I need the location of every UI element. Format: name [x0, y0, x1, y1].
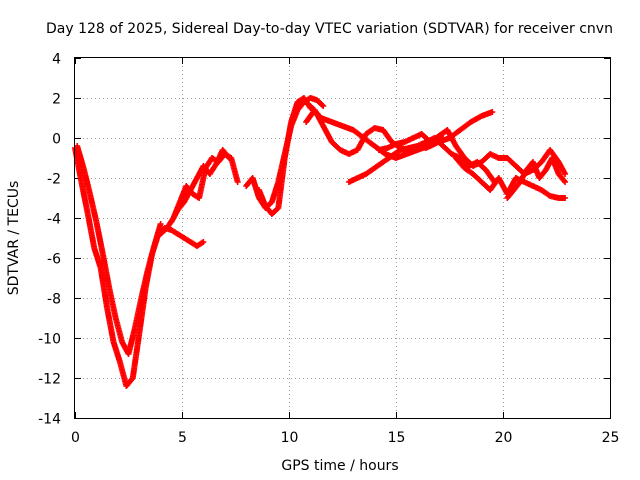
x-tick-label: 15: [388, 430, 406, 446]
x-tick-label: 25: [602, 430, 620, 446]
series-track-1: [72, 145, 207, 389]
y-tick-label: -14: [38, 412, 61, 428]
data-point: [234, 179, 241, 185]
data-point: [489, 109, 496, 115]
series-track-11: [452, 155, 569, 201]
y-tick-label: 2: [52, 92, 61, 108]
series-track-6: [256, 95, 314, 217]
y-tick-label: -12: [38, 372, 61, 388]
plot-frame: [74, 57, 611, 419]
series-track-12: [504, 155, 569, 201]
y-tick-label: -10: [38, 332, 61, 348]
data-point: [562, 195, 569, 201]
x-tick-label: 0: [71, 430, 80, 446]
data-point: [225, 153, 232, 160]
series-track-3: [157, 151, 241, 237]
y-tick-label: -4: [47, 212, 61, 228]
y-tick-label: 0: [52, 132, 61, 148]
data-point: [562, 179, 569, 185]
series-track-4: [168, 147, 233, 225]
y-tick-label: -2: [47, 172, 61, 188]
data-point: [200, 239, 207, 245]
data-point: [319, 102, 326, 108]
series-track-2: [74, 143, 164, 357]
data-point: [157, 221, 164, 227]
axis-ticks: 0 5 10 15 20 25 -14 -12 -10 -8 -6 -4 -2 0 2 4: [38, 52, 619, 447]
x-tick-label: 20: [495, 430, 513, 446]
data-point: [320, 103, 327, 109]
data-point: [562, 171, 569, 177]
data-points: [72, 95, 569, 389]
x-tick-label: 10: [281, 430, 299, 446]
data-point: [561, 177, 568, 184]
y-tick-label: -8: [47, 292, 61, 308]
chart-title: Day 128 of 2025, Sidereal Day-to-day VTE…: [46, 21, 613, 37]
y-tick-label: 4: [52, 52, 61, 68]
y-axis-label: SDTVAR / TECUs: [6, 181, 22, 296]
data-point: [226, 155, 233, 161]
x-tick-label: 5: [178, 430, 187, 446]
y-tick-label: -6: [47, 252, 61, 268]
x-axis-label: GPS time / hours: [281, 458, 398, 474]
series-track-8: [303, 107, 447, 157]
